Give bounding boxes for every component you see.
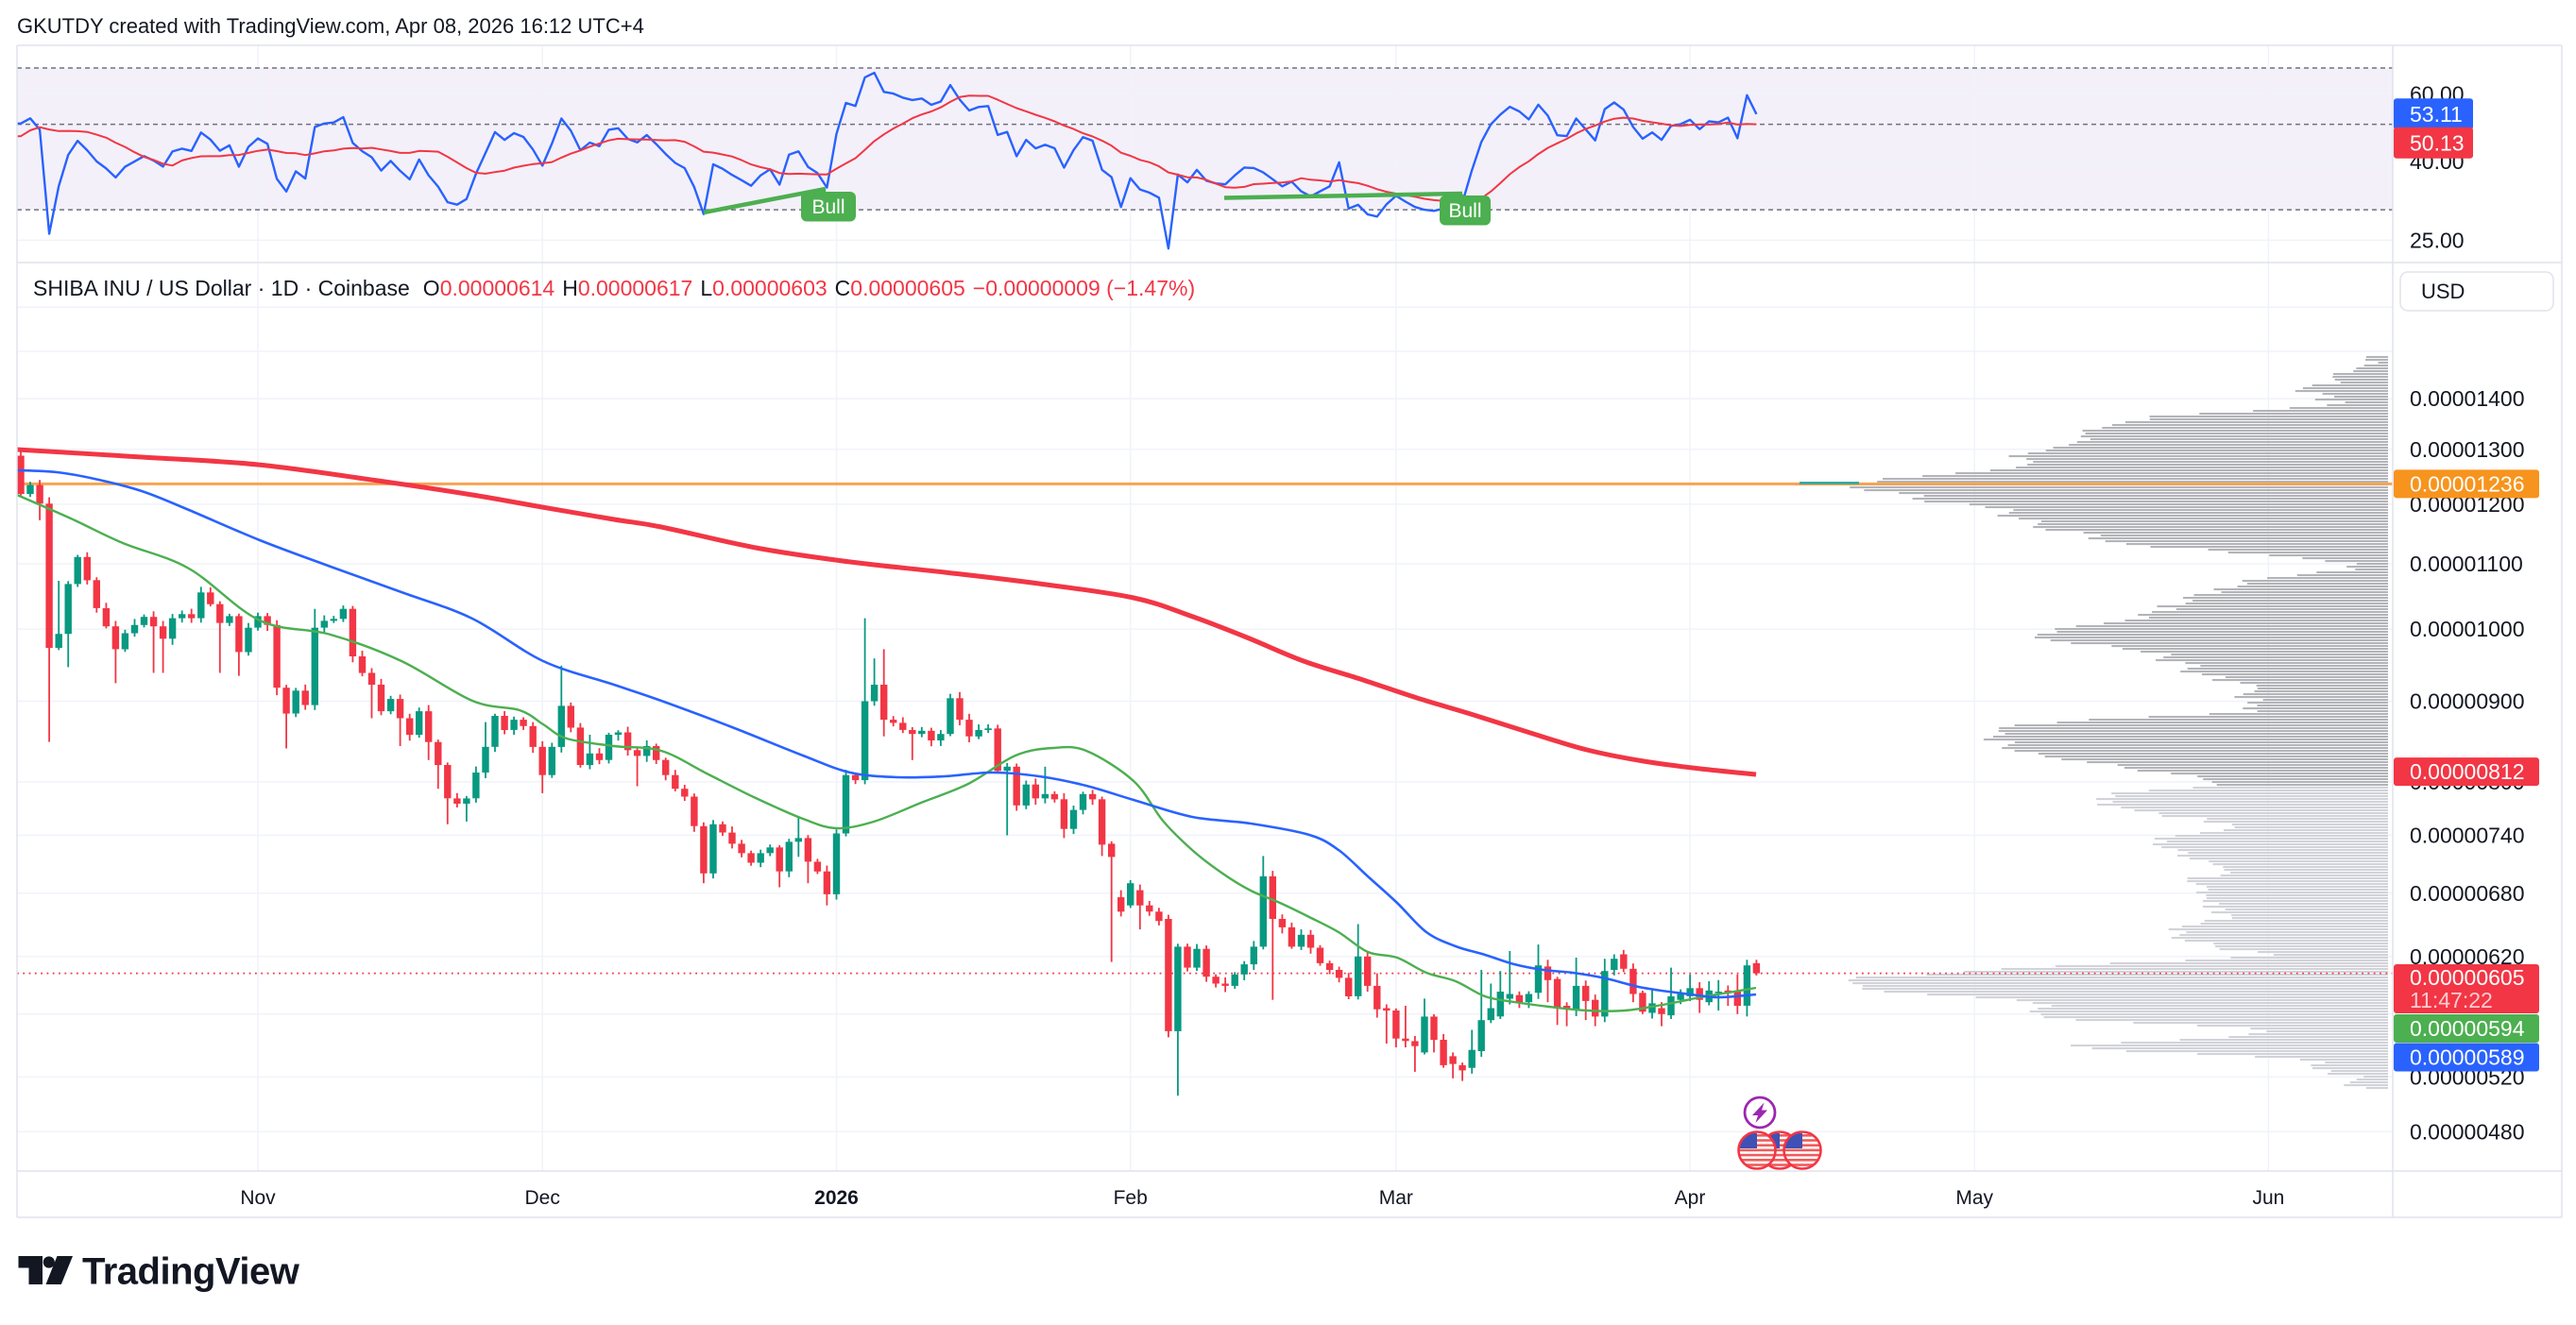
svg-text:USD: USD (2421, 280, 2465, 303)
svg-text:Feb: Feb (1114, 1187, 1148, 1209)
svg-text:0.00001236: 0.00001236 (2410, 472, 2525, 497)
svg-text:0.00000900: 0.00000900 (2410, 689, 2525, 714)
svg-text:GKUTDY created with TradingVie: GKUTDY created with TradingView.com, Apr… (17, 14, 644, 38)
svg-text:0.00000594: 0.00000594 (2410, 1016, 2525, 1041)
svg-text:Apr: Apr (1675, 1187, 1706, 1209)
svg-text:11:47:22: 11:47:22 (2410, 988, 2493, 1012)
svg-text:May: May (1955, 1187, 1993, 1209)
svg-text:Dec: Dec (525, 1187, 560, 1209)
svg-text:0.00001300: 0.00001300 (2410, 437, 2525, 462)
svg-text:Jun: Jun (2252, 1187, 2284, 1209)
svg-text:53.11: 53.11 (2410, 102, 2463, 127)
svg-text:Mar: Mar (1379, 1187, 1413, 1209)
svg-text:0.00001400: 0.00001400 (2410, 386, 2525, 411)
svg-text:SHIBA INU / US Dollar · 1D · C: SHIBA INU / US Dollar · 1D · Coinbase O0.… (33, 276, 1195, 300)
svg-text:Nov: Nov (240, 1187, 276, 1209)
svg-text:0.00000680: 0.00000680 (2410, 881, 2525, 906)
svg-text:Bull: Bull (1448, 200, 1481, 222)
svg-text:2026: 2026 (814, 1187, 859, 1209)
svg-text:0.00000480: 0.00000480 (2410, 1120, 2525, 1145)
svg-text:25.00: 25.00 (2410, 229, 2465, 253)
svg-text:0.00000605: 0.00000605 (2410, 965, 2525, 990)
svg-text:0.00001000: 0.00001000 (2410, 617, 2525, 641)
svg-text:0.00000740: 0.00000740 (2410, 824, 2525, 848)
svg-text:TradingView: TradingView (82, 1251, 300, 1293)
svg-text:Bull: Bull (811, 196, 844, 218)
svg-text:0.00001100: 0.00001100 (2410, 552, 2523, 576)
svg-text:0.00000812: 0.00000812 (2410, 759, 2525, 784)
svg-text:50.13: 50.13 (2410, 130, 2465, 155)
svg-text:0.00000589: 0.00000589 (2410, 1045, 2525, 1070)
